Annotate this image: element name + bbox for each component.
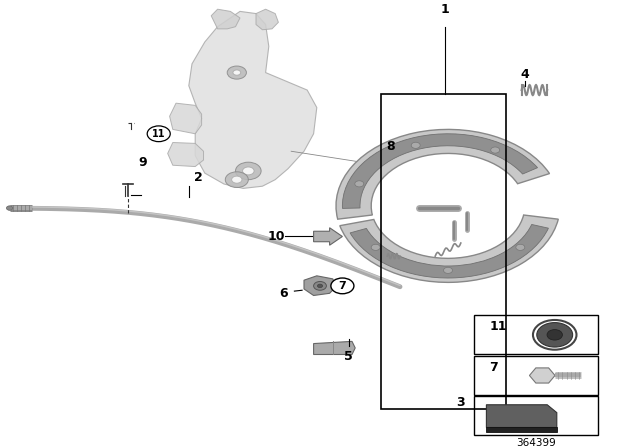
- Polygon shape: [486, 405, 557, 427]
- Circle shape: [331, 278, 354, 294]
- Circle shape: [491, 147, 500, 153]
- Circle shape: [547, 330, 563, 340]
- Wedge shape: [350, 224, 548, 278]
- Circle shape: [317, 284, 323, 288]
- Polygon shape: [189, 11, 317, 189]
- Text: 9: 9: [139, 156, 147, 169]
- Text: 1: 1: [440, 3, 449, 16]
- Bar: [474, 356, 598, 395]
- Bar: [474, 396, 598, 435]
- Polygon shape: [314, 228, 342, 245]
- Polygon shape: [304, 276, 336, 296]
- Circle shape: [314, 281, 326, 290]
- Circle shape: [516, 244, 525, 250]
- Circle shape: [147, 126, 170, 142]
- Circle shape: [6, 206, 13, 210]
- Text: 11: 11: [490, 320, 507, 333]
- Text: 3: 3: [456, 396, 465, 409]
- Text: 364399: 364399: [516, 438, 556, 448]
- Bar: [381, 95, 506, 409]
- Circle shape: [412, 142, 420, 148]
- Circle shape: [227, 66, 246, 79]
- Circle shape: [355, 181, 364, 187]
- Text: 7: 7: [490, 361, 499, 374]
- Polygon shape: [314, 341, 355, 354]
- Wedge shape: [342, 134, 538, 208]
- Circle shape: [243, 167, 254, 175]
- Text: 6: 6: [280, 287, 288, 300]
- Polygon shape: [168, 142, 204, 167]
- Circle shape: [236, 162, 261, 180]
- Text: 11: 11: [152, 129, 166, 139]
- Circle shape: [233, 70, 241, 75]
- Text: 8: 8: [386, 140, 395, 153]
- Wedge shape: [340, 215, 558, 282]
- Wedge shape: [336, 129, 550, 219]
- Text: 5: 5: [344, 350, 353, 363]
- Polygon shape: [256, 9, 278, 30]
- Circle shape: [232, 176, 242, 183]
- Circle shape: [225, 172, 248, 188]
- Polygon shape: [170, 103, 202, 134]
- Polygon shape: [211, 9, 240, 29]
- Polygon shape: [486, 427, 557, 432]
- Circle shape: [444, 267, 452, 273]
- Text: 7: 7: [339, 281, 346, 291]
- Bar: [474, 315, 598, 354]
- Text: 10: 10: [268, 230, 285, 243]
- Circle shape: [537, 323, 573, 347]
- Circle shape: [371, 244, 380, 250]
- Text: 4: 4: [520, 69, 529, 82]
- Text: 2: 2: [194, 171, 203, 184]
